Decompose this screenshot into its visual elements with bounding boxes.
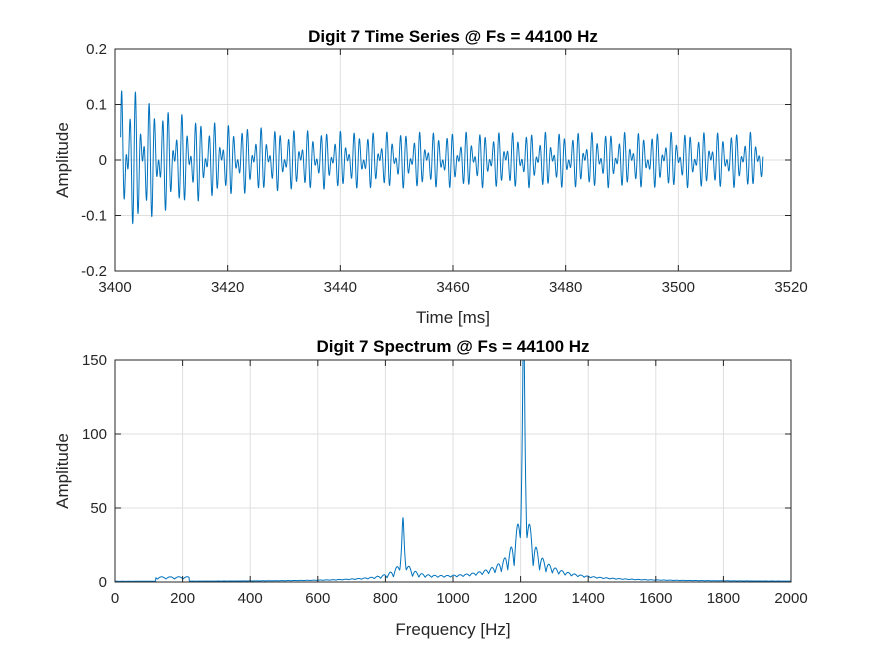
spectrum-xtick-label: 2000 [774, 590, 807, 607]
spectrum-grid [114, 359, 792, 583]
spectrum-xtick-label: 0 [111, 590, 119, 607]
time-series-xtick-label: 3520 [774, 279, 807, 296]
time-series-ytick-label: -0.2 [81, 263, 107, 280]
spectrum-xtick-label: 1800 [707, 590, 740, 607]
time-series-xtick-label: 3460 [436, 279, 469, 296]
spectrum-xtick-label: 600 [305, 590, 330, 607]
time-series-ytick-label: 0.1 [86, 97, 107, 114]
spectrum-title: Digit 7 Spectrum @ Fs = 44100 Hz [316, 337, 589, 356]
spectrum-ytick-label: 150 [82, 352, 107, 369]
time-series-xtick-label: 3420 [211, 279, 244, 296]
spectrum-ylabel: Amplitude [53, 433, 72, 509]
spectrum-xtick-label: 800 [373, 590, 398, 607]
spectrum-ticks: 0 200 400 600 800 1000 1200 1400 1600 1800 2000 0 50… [82, 352, 808, 607]
spectrum-xtick-label: 1600 [639, 590, 672, 607]
spectrum-axes: Digit 7 Spectrum @ Fs = 44100 Hz Frequen… [53, 337, 808, 639]
time-series-xtick-label: 3440 [324, 279, 357, 296]
time-series-xlabel: Time [ms] [416, 308, 490, 327]
time-series-xtick-label: 3500 [662, 279, 695, 296]
time-series-ytick-label: -0.1 [81, 208, 107, 225]
time-series-line [120, 90, 764, 225]
spectrum-ytick-label: 50 [90, 500, 107, 517]
spectrum-ytick-label: 0 [99, 574, 107, 591]
spectrum-ytick-label: 100 [82, 426, 107, 443]
spectrum-xtick-label: 200 [170, 590, 195, 607]
time-series-axes: Digit 7 Time Series @ Fs = 44100 Hz Time… [53, 27, 808, 327]
time-series-xtick-label: 3480 [549, 279, 582, 296]
spectrum-xtick-label: 1200 [504, 590, 537, 607]
time-series-ticks: 3400 3420 3440 3460 3480 3500 3520 -0.2 -0.1 0 0.1… [81, 41, 808, 296]
spectrum-line [114, 359, 792, 582]
spectrum-xlabel: Frequency [Hz] [395, 620, 510, 639]
time-series-ytick-label: 0.2 [86, 41, 107, 58]
spectrum-xtick-label: 1400 [572, 590, 605, 607]
spectrum-xtick-label: 400 [238, 590, 263, 607]
time-series-ylabel: Amplitude [53, 122, 72, 198]
time-series-ytick-label: 0 [99, 152, 107, 169]
spectrum-xtick-label: 1000 [436, 590, 469, 607]
time-series-xtick-label: 3400 [98, 279, 131, 296]
time-series-title: Digit 7 Time Series @ Fs = 44100 Hz [308, 27, 598, 46]
